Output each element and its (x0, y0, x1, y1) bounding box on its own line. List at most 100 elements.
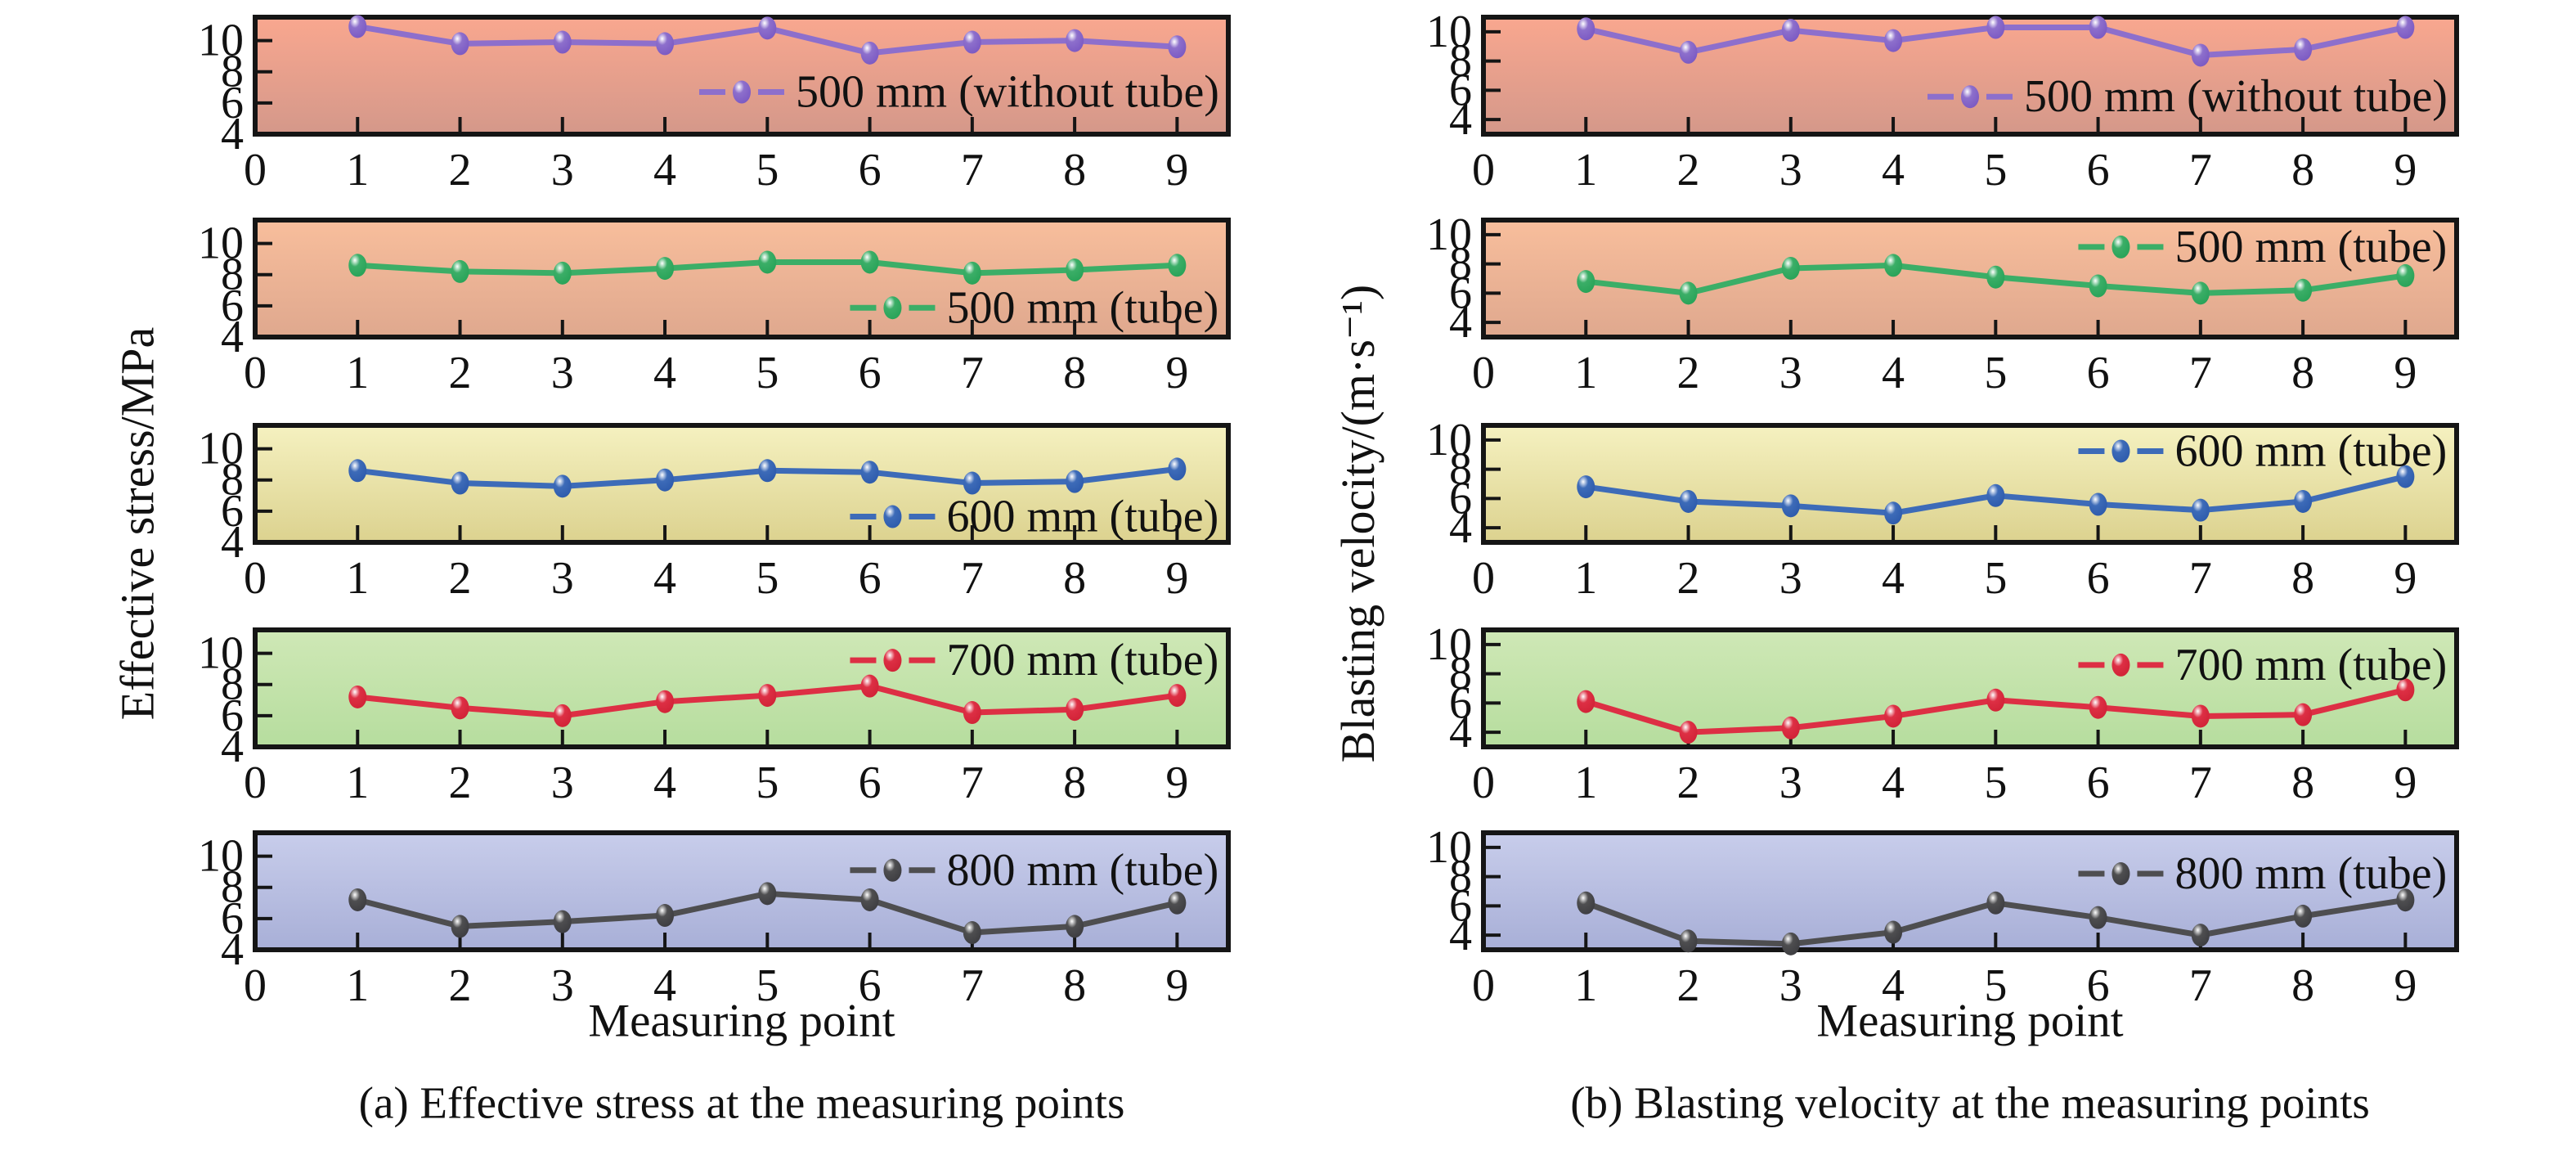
data-point-marker (1168, 457, 1187, 481)
data-point-marker (1066, 915, 1084, 938)
data-point-marker (553, 474, 572, 498)
data-point-marker (2191, 281, 2210, 305)
x-tick-label: 1 (346, 145, 369, 196)
x-tick-label: 7 (961, 758, 984, 808)
x-tick-label: 7 (2189, 348, 2212, 398)
x-tick-label: 7 (2189, 145, 2212, 196)
x-tick-label: 2 (1677, 145, 1700, 196)
data-point-marker (860, 250, 879, 274)
data-point-marker (1781, 256, 1800, 280)
x-tick-label: 9 (1165, 758, 1188, 808)
panel-background (253, 627, 1231, 749)
x-tick-label: 2 (449, 145, 472, 196)
x-tick-label: 4 (1882, 960, 1905, 1011)
data-point-marker (656, 32, 675, 56)
panel-background (253, 218, 1231, 339)
y-tick-label: 6 (221, 486, 244, 537)
data-point-marker (1577, 891, 1595, 915)
x-tick-label: 6 (859, 758, 882, 808)
x-tick-label: 9 (2394, 758, 2417, 808)
data-point-marker (2396, 465, 2415, 488)
x-tick-label: 1 (1574, 145, 1597, 196)
legend-marker (2112, 862, 2130, 886)
y-tick-label: 10 (198, 424, 244, 474)
data-point-marker (2294, 278, 2313, 302)
data-point-marker (451, 471, 469, 495)
data-point-marker (1679, 281, 1698, 305)
data-point-marker (1168, 891, 1187, 915)
data-point-marker (1884, 501, 1903, 525)
data-point-marker (451, 915, 469, 938)
data-point-marker (1679, 40, 1698, 64)
data-point-marker (1986, 891, 2005, 915)
y-tick-label: 10 (198, 218, 244, 269)
y-tick-label: 8 (221, 862, 244, 913)
y-tick-label: 8 (1449, 239, 1472, 290)
x-tick-label: 5 (1984, 960, 2007, 1011)
x-tick-label: 7 (2189, 960, 2212, 1011)
legend-marker (883, 858, 902, 882)
data-point-marker (1884, 29, 1903, 52)
data-point-marker (2191, 924, 2210, 947)
x-tick-label: 6 (859, 553, 882, 604)
x-tick-label: 2 (449, 960, 472, 1011)
x-tick-label: 9 (1165, 145, 1188, 196)
data-point-marker (758, 684, 777, 708)
x-tick-label: 6 (2087, 145, 2110, 196)
x-tick-label: 9 (1165, 960, 1188, 1011)
x-tick-label: 5 (756, 758, 779, 808)
data-point-marker (2396, 16, 2415, 39)
data-point-marker (860, 888, 879, 911)
data-point-marker (2089, 492, 2107, 516)
x-tick-label: 0 (1472, 758, 1495, 808)
caption-a: (a) Effective stress at the measuring po… (358, 1077, 1125, 1128)
legend-marker (2112, 439, 2130, 463)
data-point-marker (1986, 483, 2005, 507)
x-tick-label: 8 (1063, 553, 1086, 604)
data-point-marker (1168, 35, 1187, 59)
x-tick-label: 1 (1574, 553, 1597, 604)
data-point-marker (348, 459, 367, 483)
data-point-marker (656, 904, 675, 928)
y-tick-label: 4 (221, 924, 244, 975)
x-tick-label: 4 (653, 348, 676, 398)
data-point-marker (1066, 470, 1084, 493)
x-tick-label: 5 (756, 553, 779, 604)
caption-b: (b) Blasting velocity at the measuring p… (1570, 1077, 2370, 1128)
x-tick-label: 8 (2291, 960, 2314, 1011)
x-tick-label: 2 (449, 553, 472, 604)
x-tick-label: 3 (1779, 960, 1802, 1011)
y-tick-label: 8 (1449, 36, 1472, 87)
x-tick-label: 1 (1574, 348, 1597, 398)
data-point-marker (1577, 270, 1595, 294)
y-tick-label: 6 (1449, 880, 1472, 931)
y-tick-label: 8 (221, 47, 244, 97)
x-tick-label: 2 (449, 758, 472, 808)
data-point-marker (2294, 703, 2313, 726)
legend-label: 500 mm (without tube) (2024, 71, 2448, 122)
x-tick-label: 7 (961, 960, 984, 1011)
data-point-marker (1679, 489, 1698, 513)
x-tick-label: 7 (961, 553, 984, 604)
data-point-marker (1781, 716, 1800, 740)
x-tick-label: 3 (551, 553, 574, 604)
x-tick-label: 2 (449, 348, 472, 398)
x-tick-label: 9 (1165, 348, 1188, 398)
x-tick-label: 2 (1677, 960, 1700, 1011)
data-point-marker (1066, 29, 1084, 52)
x-tick-label: 9 (2394, 348, 2417, 398)
y-tick-label: 4 (221, 722, 244, 772)
x-tick-label: 9 (2394, 553, 2417, 604)
data-point-marker (348, 15, 367, 38)
x-tick-label: 4 (653, 960, 676, 1011)
x-tick-label: 1 (346, 553, 369, 604)
data-point-marker (451, 696, 469, 720)
x-tick-label: 5 (756, 145, 779, 196)
data-point-marker (2089, 906, 2107, 929)
y-tick-label: 4 (1449, 910, 1472, 960)
y-tick-label: 4 (1449, 297, 1472, 348)
y-tick-label: 6 (221, 690, 244, 741)
